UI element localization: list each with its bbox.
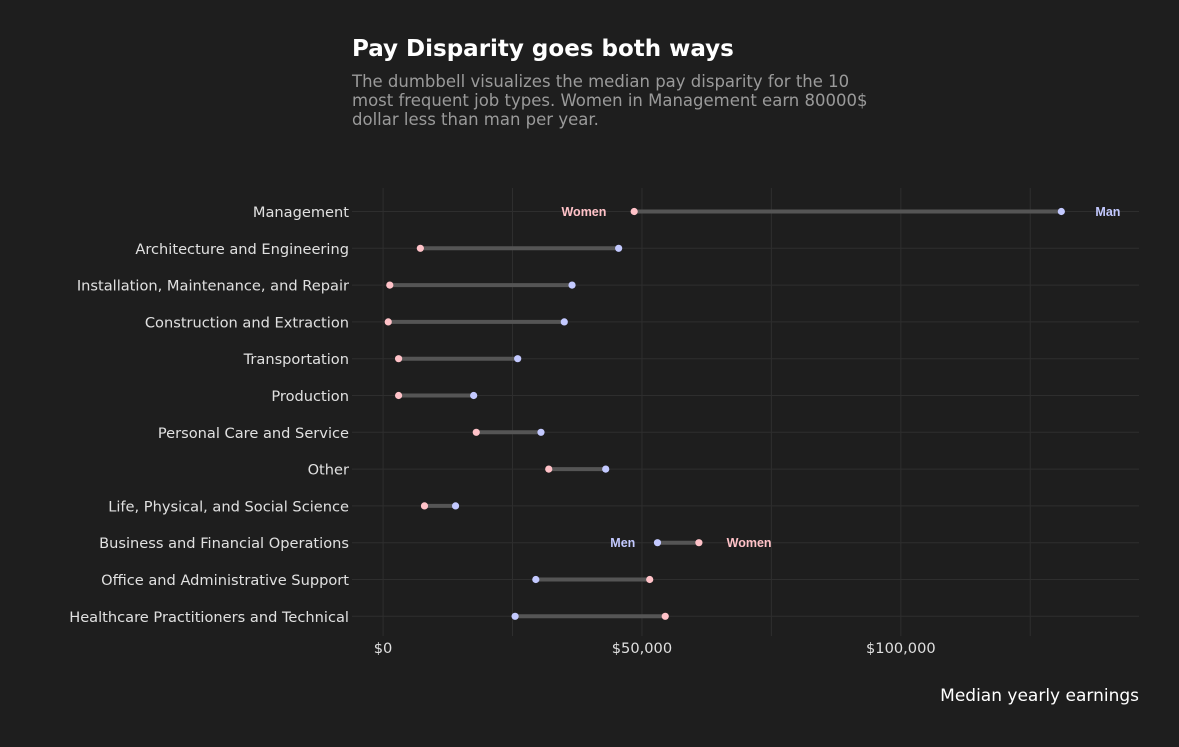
dumbbell-points	[384, 207, 1065, 620]
men-point	[451, 502, 460, 510]
chart-title: Pay Disparity goes both ways	[352, 36, 734, 62]
annotation-label: Men	[610, 536, 635, 550]
x-tick-label: $0	[374, 640, 393, 657]
category-label: Construction and Extraction	[145, 314, 349, 331]
women-point	[661, 612, 669, 620]
category-label: Healthcare Practitioners and Technical	[69, 609, 349, 626]
annotation-label: Women	[561, 205, 606, 219]
men-point	[470, 391, 478, 400]
women-point	[472, 428, 480, 436]
x-axis-ticks: $0 $50,000 $100,000	[374, 640, 936, 657]
category-label: Production	[271, 388, 349, 405]
x-axis-label: Median yearly earnings	[940, 686, 1139, 706]
men-point	[568, 281, 576, 289]
category-label: Office and Administrative Support	[101, 572, 349, 589]
dumbbell-bars	[388, 209, 1062, 619]
category-label: Personal Care and Service	[158, 425, 349, 442]
chart-subtitle: The dumbbell visualizes the median pay d…	[352, 72, 868, 129]
category-label: Transportation	[243, 351, 349, 368]
men-point	[532, 575, 540, 584]
x-tick-label: $50,000	[612, 640, 672, 657]
men-point	[653, 539, 662, 547]
category-label: Life, Physical, and Social Science	[108, 498, 349, 515]
women-point	[416, 244, 424, 252]
women-point	[695, 539, 703, 547]
women-point	[386, 281, 394, 289]
category-label: Installation, Maintenance, and Repair	[77, 278, 349, 295]
women-point	[394, 391, 403, 400]
women-point	[630, 207, 638, 216]
x-tick-label: $100,000	[866, 640, 936, 657]
category-label: Architecture and Engineering	[135, 241, 349, 258]
category-label: Management	[253, 204, 349, 221]
men-point	[511, 612, 519, 620]
women-point	[545, 465, 553, 473]
category-label: Other	[308, 462, 349, 479]
women-point	[384, 318, 392, 326]
grid	[352, 188, 1139, 636]
men-point	[560, 318, 568, 326]
category-labels: Management Architecture and Engineering In…	[69, 204, 349, 626]
annotations: Women Man Men Women	[561, 205, 1120, 550]
women-point	[646, 575, 654, 584]
category-label: Business and Financial Operations	[99, 535, 349, 552]
men-point	[602, 465, 610, 473]
men-point	[615, 244, 623, 252]
women-point	[420, 502, 429, 510]
men-point	[514, 355, 522, 363]
annotation-label: Women	[727, 536, 772, 550]
women-point	[394, 355, 403, 363]
men-point	[1057, 207, 1065, 216]
annotation-label: Man	[1095, 205, 1120, 219]
men-point	[537, 428, 545, 436]
